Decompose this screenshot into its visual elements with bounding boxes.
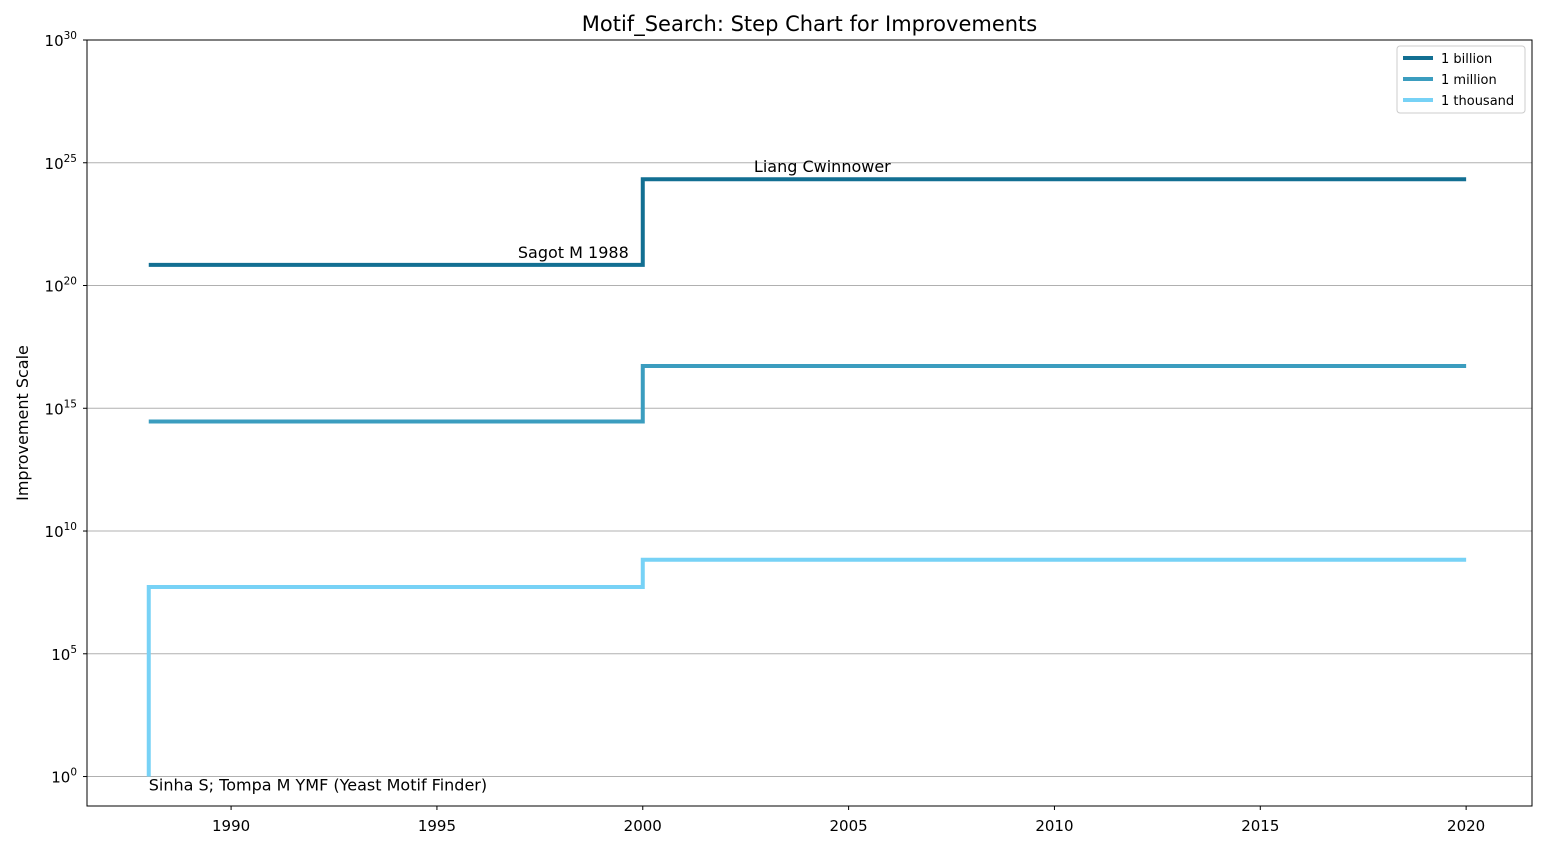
axis-ticks: 100 105 1010 1015 1020 1025 1030 1990 1995 2000 20… — [45, 30, 1486, 835]
x-tick-label: 2010 — [1035, 817, 1073, 835]
grid-lines — [87, 39, 1532, 778]
legend: 1 billion 1 million 1 thousand — [1396, 45, 1526, 114]
y-tick-label: 1020 — [45, 276, 77, 296]
series-line-2 — [148, 364, 1467, 424]
y-tick-label: 1030 — [45, 30, 77, 50]
y-tick-label: 1010 — [45, 521, 77, 541]
y-tick-label: 100 — [51, 767, 77, 787]
plot-frame — [86, 39, 1533, 807]
annotation-label: Sinha S; Tompa M YMF (Yeast Motif Finder… — [149, 776, 487, 795]
legend-label: 1 billion — [1441, 52, 1492, 67]
annotation-label: Sagot M 1988 — [518, 243, 629, 262]
x-tick-label: 2005 — [830, 817, 868, 835]
y-axis-label: Improvement Scale — [13, 345, 32, 501]
x-tick-label: 1995 — [418, 817, 456, 835]
y-tick-label: 1025 — [45, 153, 77, 173]
y-tick-label: 105 — [51, 644, 77, 664]
series-lines — [146, 177, 1467, 777]
series-line-3 — [146, 557, 1467, 777]
legend-box — [1396, 45, 1526, 114]
x-tick-label: 2015 — [1241, 817, 1279, 835]
x-tick-label: 2020 — [1447, 817, 1485, 835]
chart-title: Motif_Search: Step Chart for Improvement… — [582, 12, 1037, 37]
annotation-label: Liang Cwinnower — [754, 157, 891, 176]
legend-label: 1 thousand — [1441, 94, 1514, 109]
annotations: Sinha S; Tompa M YMF (Yeast Motif Finder… — [149, 157, 891, 794]
x-tick-label: 1990 — [212, 817, 250, 835]
legend-label: 1 million — [1441, 73, 1497, 88]
series-line-1 — [148, 177, 1467, 267]
y-tick-label: 1015 — [45, 398, 77, 418]
x-tick-label: 2000 — [624, 817, 662, 835]
